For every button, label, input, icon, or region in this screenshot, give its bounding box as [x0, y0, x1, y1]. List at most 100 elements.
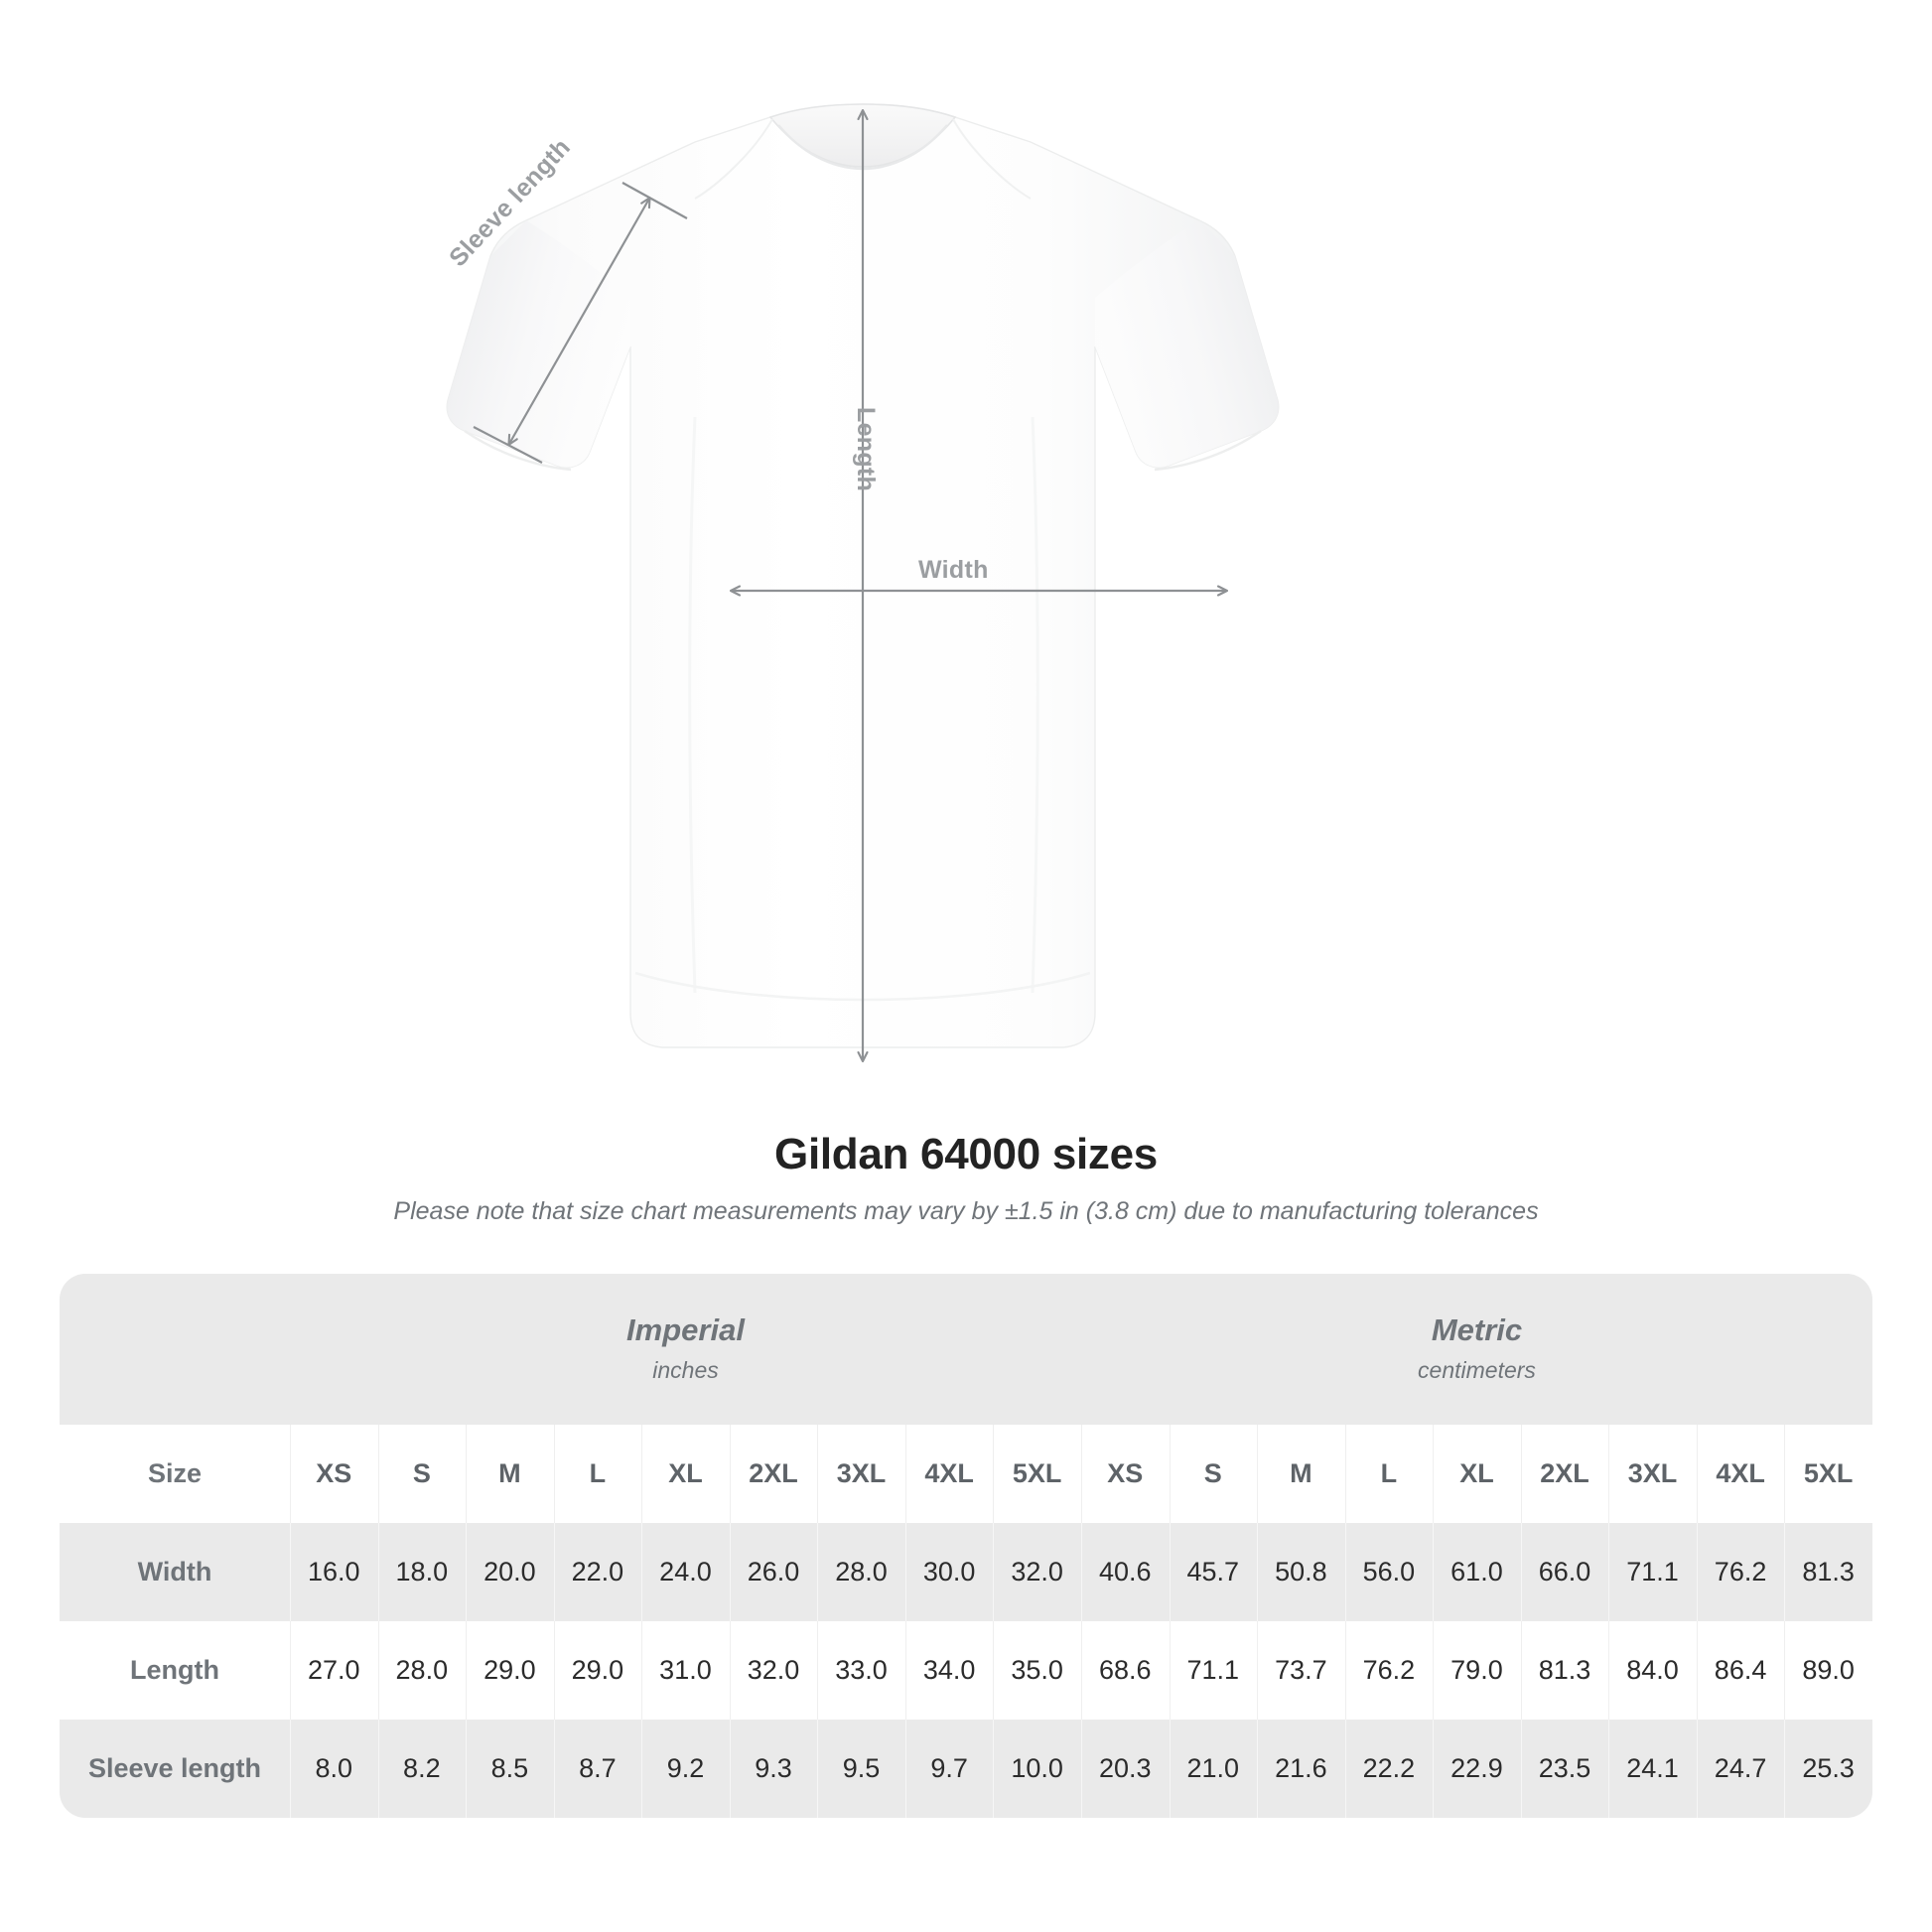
table-cell: 40.6	[1080, 1523, 1170, 1621]
table-cell: 18.0	[377, 1523, 467, 1621]
column-header-xl-imperial: XL	[641, 1425, 730, 1523]
table-cell: 28.0	[377, 1621, 467, 1720]
table-row: Width 16.0 18.0 20.0 22.0 24.0 26.0 28.0 30.0 32.…	[60, 1523, 1872, 1621]
unit-group-subtitle: centimeters	[1418, 1356, 1536, 1383]
column-header-5xl-metric: 5XL	[1784, 1425, 1872, 1523]
table-cell: 21.6	[1257, 1720, 1345, 1818]
right-shoulder-seam	[952, 118, 1032, 200]
table-cell: 16.0	[290, 1523, 378, 1621]
table-cell: 24.0	[641, 1523, 730, 1621]
tshirt-diagram: Sleeve length Length Width	[444, 103, 1280, 1122]
table-cell: 34.0	[904, 1621, 994, 1720]
fabric-fold-right	[1031, 416, 1039, 994]
table-cell: 32.0	[993, 1523, 1081, 1621]
column-header-3xl-imperial: 3XL	[817, 1425, 905, 1523]
table-cell: 29.0	[466, 1621, 554, 1720]
table-cell: 73.7	[1257, 1621, 1345, 1720]
column-header-5xl-imperial: 5XL	[993, 1425, 1081, 1523]
table-cell: 8.2	[377, 1720, 467, 1818]
table-cell: 33.0	[817, 1621, 905, 1720]
table-cell: 29.0	[553, 1621, 642, 1720]
unit-header-row: Imperial inches Metric centimeters	[60, 1274, 1872, 1425]
width-label: Width	[918, 556, 989, 584]
column-header-s-imperial: S	[377, 1425, 467, 1523]
column-header-xs-imperial: XS	[290, 1425, 378, 1523]
unit-group-metric: Metric centimeters	[1080, 1274, 1872, 1425]
table-row: Sleeve length 8.0 8.2 8.5 8.7 9.2 9.3 9.5 9.7 10.…	[60, 1720, 1872, 1818]
column-header-4xl-metric: 4XL	[1696, 1425, 1785, 1523]
unit-group-title: Metric	[1431, 1312, 1523, 1348]
table-cell: 81.3	[1520, 1621, 1609, 1720]
table-cell: 8.5	[466, 1720, 554, 1818]
column-header-l-imperial: L	[553, 1425, 642, 1523]
left-shoulder-seam	[694, 118, 773, 200]
sleeve-tick-bottom	[473, 426, 543, 464]
tolerance-note: Please note that size chart measurements…	[393, 1197, 1539, 1225]
table-cell: 71.1	[1169, 1621, 1258, 1720]
table-cell: 23.5	[1520, 1720, 1609, 1818]
table-cell: 76.2	[1696, 1523, 1785, 1621]
table-cell: 89.0	[1784, 1621, 1872, 1720]
table-cell: 25.3	[1784, 1720, 1872, 1818]
sleeve-measure-line	[509, 199, 649, 444]
table-cell: 24.7	[1696, 1720, 1785, 1818]
table-cell: 21.0	[1169, 1720, 1258, 1818]
table-cell: 28.0	[817, 1523, 905, 1621]
column-header-l-metric: L	[1344, 1425, 1434, 1523]
row-label-length: Length	[60, 1621, 290, 1720]
column-header-m-metric: M	[1257, 1425, 1345, 1523]
size-table: Imperial inches Metric centimeters Size XS S M L…	[60, 1274, 1872, 1818]
unit-header-spacer	[60, 1274, 290, 1425]
table-cell: 9.5	[817, 1720, 905, 1818]
sleeve-tick-top	[621, 182, 688, 219]
table-cell: 20.0	[466, 1523, 554, 1621]
table-row-size: Size XS S M L XL 2XL 3XL 4XL 5XL XS S M L XL 2XL 3XL 4XL 5…	[60, 1425, 1872, 1523]
table-row: Length 27.0 28.0 29.0 29.0 31.0 32.0 33.0 34.0 35…	[60, 1621, 1872, 1720]
table-cell: 20.3	[1080, 1720, 1170, 1818]
table-cell: 9.7	[904, 1720, 994, 1818]
column-header-2xl-imperial: 2XL	[729, 1425, 818, 1523]
table-cell: 24.1	[1608, 1720, 1697, 1818]
table-cell: 79.0	[1433, 1621, 1521, 1720]
unit-group-subtitle: inches	[652, 1356, 719, 1383]
size-table-container: Imperial inches Metric centimeters Size XS S M L…	[60, 1274, 1872, 1818]
table-cell: 27.0	[290, 1621, 378, 1720]
table-cell: 22.2	[1344, 1720, 1434, 1818]
table-cell: 31.0	[641, 1621, 730, 1720]
table-cell: 76.2	[1344, 1621, 1434, 1720]
table-cell: 86.4	[1696, 1621, 1785, 1720]
table-cell: 71.1	[1608, 1523, 1697, 1621]
table-cell: 66.0	[1520, 1523, 1609, 1621]
fabric-fold-left	[688, 416, 697, 994]
table-cell: 10.0	[993, 1720, 1081, 1818]
table-cell: 32.0	[729, 1621, 818, 1720]
page-title: Gildan 64000 sizes	[774, 1130, 1158, 1178]
row-label-size: Size	[60, 1425, 290, 1523]
table-cell: 45.7	[1169, 1523, 1258, 1621]
table-cell: 68.6	[1080, 1621, 1170, 1720]
table-cell: 30.0	[904, 1523, 994, 1621]
unit-group-title: Imperial	[626, 1312, 745, 1348]
table-cell: 9.3	[729, 1720, 818, 1818]
table-cell: 81.3	[1784, 1523, 1872, 1621]
table-cell: 50.8	[1257, 1523, 1345, 1621]
column-header-xs-metric: XS	[1080, 1425, 1170, 1523]
table-cell: 56.0	[1344, 1523, 1434, 1621]
table-cell: 26.0	[729, 1523, 818, 1621]
tshirt-illustration	[446, 103, 1280, 1122]
table-cell: 22.9	[1433, 1720, 1521, 1818]
column-header-xl-metric: XL	[1433, 1425, 1521, 1523]
left-sleeve-hem	[464, 430, 572, 472]
length-label: Length	[852, 407, 880, 492]
column-header-4xl-imperial: 4XL	[904, 1425, 994, 1523]
right-sleeve-shading	[1095, 220, 1279, 468]
table-cell: 8.7	[553, 1720, 642, 1818]
unit-group-imperial: Imperial inches	[290, 1274, 1081, 1425]
row-label-width: Width	[60, 1523, 290, 1621]
column-header-m-imperial: M	[466, 1425, 554, 1523]
row-label-sleeve-length: Sleeve length	[60, 1720, 290, 1818]
column-header-3xl-metric: 3XL	[1608, 1425, 1697, 1523]
table-cell: 22.0	[553, 1523, 642, 1621]
column-header-2xl-metric: 2XL	[1520, 1425, 1609, 1523]
